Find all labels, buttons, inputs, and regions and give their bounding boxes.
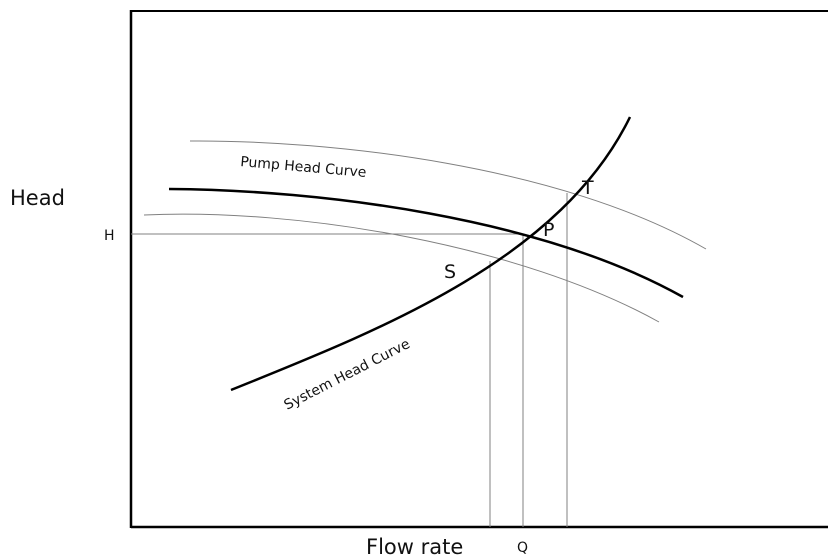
y-axis-label: Head [10, 186, 65, 210]
point-s-label: S [444, 261, 456, 283]
pump-curve-upper [189, 140, 707, 250]
pump-head-curve [168, 187, 684, 299]
q-tick-label: Q [517, 540, 528, 556]
point-t-label: T [581, 177, 594, 199]
system-curve-label: System Head Curve [282, 336, 413, 413]
system-head-curve [230, 116, 632, 392]
x-axis-label: Flow rate [366, 535, 463, 556]
h-tick-label: H [104, 228, 115, 244]
pump-curve-label: Pump Head Curve [240, 154, 367, 181]
pump-curve-lower [143, 213, 660, 323]
point-p-label: P [543, 219, 554, 241]
